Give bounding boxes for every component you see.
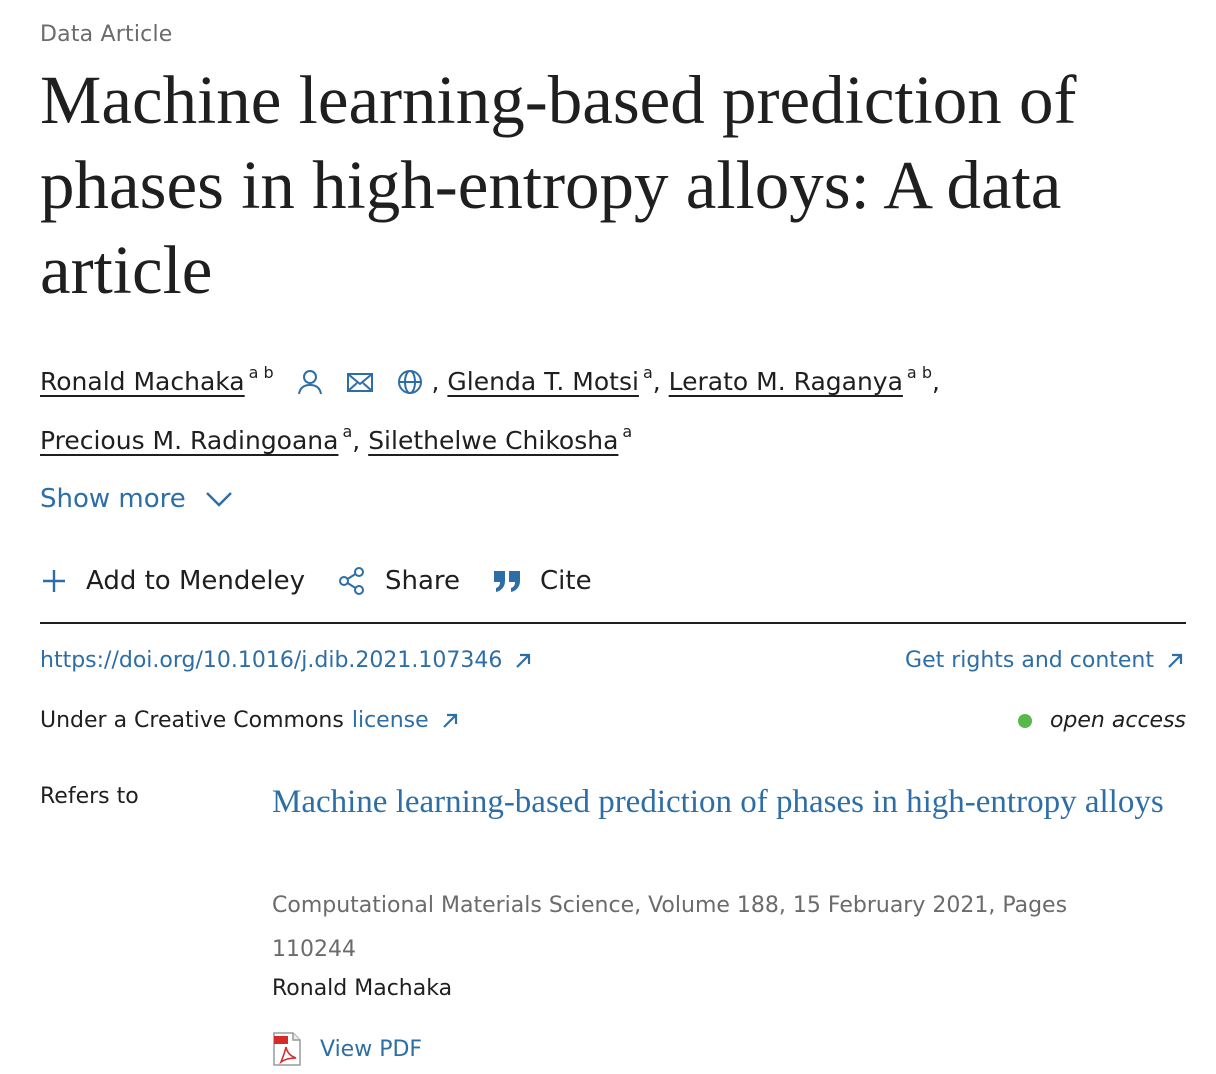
author-separator: , [352,426,361,455]
view-pdf-link[interactable]: View PDF [272,1032,422,1066]
rights-text: Get rights and content [905,648,1154,673]
plus-icon [43,570,65,592]
pdf-icon [273,1032,301,1066]
author-affiliation: a [642,363,653,382]
external-link-icon [516,653,531,668]
view-pdf-label: View PDF [320,1036,423,1062]
open-access-badge: open access [1017,708,1186,733]
license-link[interactable]: license [352,708,461,733]
license-prefix: Under a Creative Commons [40,708,344,733]
referenced-article-link[interactable]: Machine learning-based prediction of pha… [272,784,1164,820]
external-link-icon [1168,653,1183,668]
chevron-down-icon [205,492,232,507]
refers-to-label: Refers to [40,784,139,809]
referenced-article-author: Ronald Machaka [272,976,453,1001]
cite-label: Cite [540,566,592,596]
author-affiliation: a [622,422,633,441]
doi-text: https://doi.org/10.1016/j.dib.2021.10734… [40,648,503,673]
share-label: Share [384,566,461,596]
author-lerato-raganya[interactable]: Lerato M. Raganya [668,367,903,396]
share-icon [338,567,364,595]
article-title: Machine learning-based prediction of pha… [40,62,1077,308]
show-more-button[interactable]: Show more [40,484,234,514]
author-separator: , [431,367,440,396]
open-access-dot-icon [1017,713,1032,728]
author-separator: , [652,367,661,396]
author-ronald-machaka[interactable]: Ronald Machaka [40,367,245,396]
author-affiliation: a [342,422,353,441]
divider [40,622,1186,624]
person-icon[interactable] [296,368,324,396]
envelope-icon[interactable] [346,368,374,396]
author-precious-radingoana[interactable]: Precious M. Radingoana [40,426,339,455]
cite-button[interactable]: Cite [492,566,592,596]
license-link-text: license [351,708,429,733]
article-actions: Add to Mendeley Share Cite [40,566,624,596]
show-more-label: Show more [40,484,186,514]
quote-icon [494,571,521,592]
author-separator: , [931,367,940,396]
author-silethelwe-chikosha[interactable]: Silethelwe Chikosha [368,426,619,455]
doi-link[interactable]: https://doi.org/10.1016/j.dib.2021.10734… [40,648,534,673]
author-glenda-motsi[interactable]: Glenda T. Motsi [447,367,639,396]
author-affiliation: a b [248,363,274,382]
author-affiliation: a b [906,363,932,382]
open-access-label: open access [1049,708,1186,733]
license-line: Under a Creative Commons license [40,708,461,733]
article-type: Data Article [40,22,173,47]
author-list: Ronald Machaka a b , Glenda T. Motsi a, Le… [40,348,1186,466]
rights-and-content-link[interactable]: Get rights and content [905,648,1186,673]
mendeley-label: Add to Mendeley [86,566,305,596]
external-link-icon [442,713,457,728]
referenced-article-source: Computational Materials Science, Volume … [272,893,1068,962]
globe-icon[interactable] [396,368,424,396]
add-to-mendeley-button[interactable]: Add to Mendeley [40,566,305,596]
share-button[interactable]: Share [337,566,460,596]
